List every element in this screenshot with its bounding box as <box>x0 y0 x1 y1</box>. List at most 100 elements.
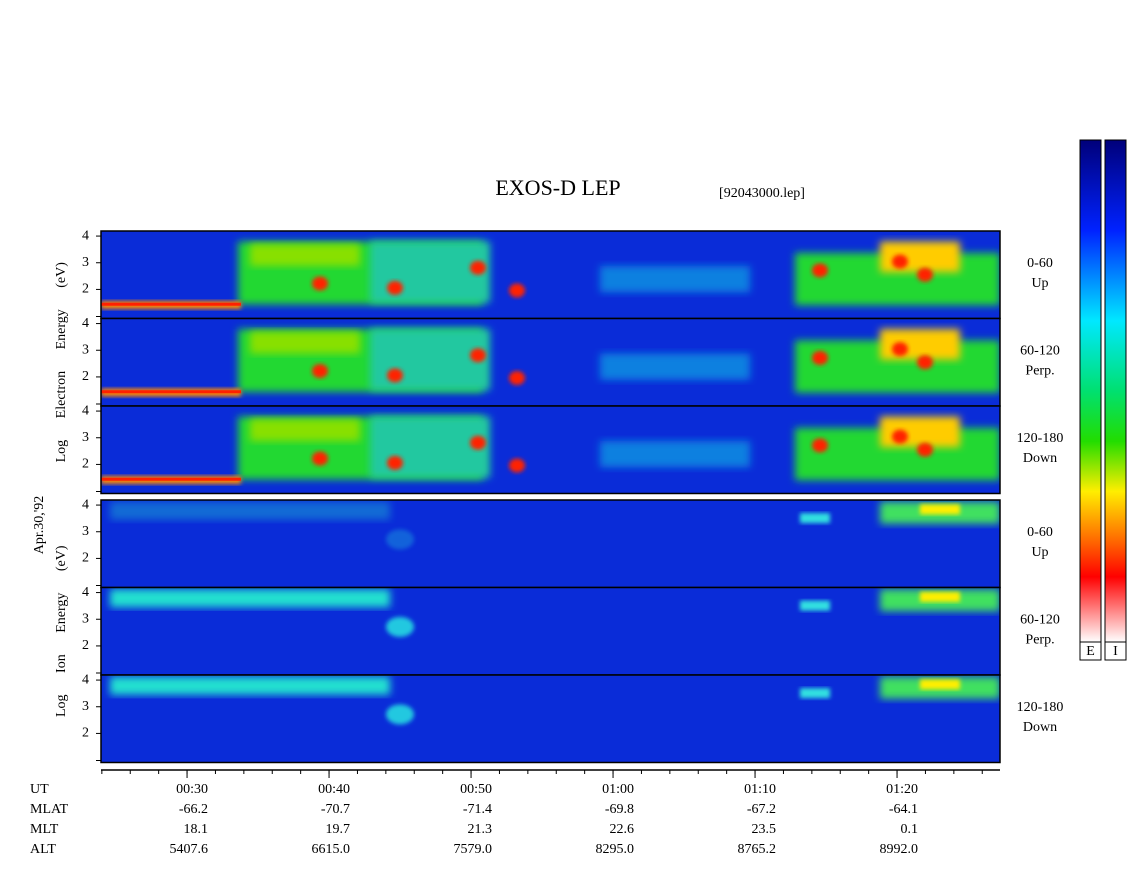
y-tick-label: 3 <box>82 611 89 626</box>
ephemeris-value: 5407.6 <box>170 842 209 857</box>
y-axis-label: Log Ion Energy (eV) <box>54 545 69 717</box>
ephemeris-label: MLT <box>30 822 59 837</box>
panel-label: Up <box>1031 276 1048 291</box>
panel-label: 0-60 <box>1027 525 1053 540</box>
y-tick-label: 2 <box>82 551 89 566</box>
y-tick-label: 2 <box>82 457 89 472</box>
spectrogram <box>101 406 1000 494</box>
spectrogram <box>101 675 1000 763</box>
spectrogram-spot <box>812 263 828 278</box>
spectrogram <box>101 231 1000 319</box>
y-tick-label: 4 <box>82 316 89 331</box>
spectrogram-blob <box>600 441 750 468</box>
spectrogram <box>101 587 1000 675</box>
spectrogram-band <box>110 589 390 608</box>
spectrogram-spot <box>470 348 486 363</box>
panel-label: Perp. <box>1025 633 1054 648</box>
spectrogram <box>101 500 1000 588</box>
y-tick-label: 3 <box>82 699 89 714</box>
ephemeris-value: 7579.0 <box>454 842 493 857</box>
spectrogram-blob <box>250 419 360 441</box>
panel-label: 60-120 <box>1020 344 1060 359</box>
ephemeris-value: -69.8 <box>605 802 634 817</box>
colorbar-box <box>1104 641 1127 661</box>
y-tick-label: 4 <box>82 403 89 418</box>
spectrogram-spot <box>892 342 908 357</box>
ephemeris-value: -67.2 <box>747 802 776 817</box>
colorbar <box>1079 139 1102 643</box>
spectrogram-spot <box>917 355 933 370</box>
spectrogram-spot <box>917 442 933 457</box>
panel-label: Down <box>1023 451 1057 466</box>
panel-label: 120-180 <box>1017 431 1064 446</box>
spectrogram-spot <box>892 429 908 444</box>
panel-frame <box>100 674 1001 764</box>
spectrogram-spot <box>386 704 414 725</box>
ephemeris-value: 23.5 <box>752 822 777 837</box>
panel-label: Down <box>1023 720 1057 735</box>
ephemeris-value: 18.1 <box>184 822 209 837</box>
spectrogram-band <box>920 591 960 602</box>
spectrogram-band <box>800 688 830 699</box>
spectrogram-band <box>800 600 830 611</box>
x-tick-label: 01:20 <box>886 782 918 797</box>
panel-label: 60-120 <box>1020 613 1060 628</box>
ephemeris-value: -71.4 <box>463 802 492 817</box>
spectrogram-line <box>101 390 241 394</box>
spectrogram-spot <box>386 616 414 637</box>
spectrogram-blob <box>880 329 960 360</box>
spectrogram-line <box>101 302 241 306</box>
ephemeris-value: -70.7 <box>321 802 350 817</box>
ephemeris-label: MLAT <box>30 802 69 817</box>
colorbars: E I <box>1079 139 1127 661</box>
ephemeris-value: 6615.0 <box>312 842 351 857</box>
panel-label: Up <box>1031 545 1048 560</box>
ephemeris-value: 8765.2 <box>738 842 777 857</box>
spectrogram-spot <box>917 267 933 282</box>
spectrogram-blob <box>880 416 960 448</box>
y-tick-label: 4 <box>82 672 89 687</box>
spectrogram-blob <box>600 266 750 293</box>
ephemeris-value: 21.3 <box>468 822 493 837</box>
spectrogram-spot <box>812 350 828 365</box>
x-tick-label: 01:10 <box>744 782 776 797</box>
spectrogram-band <box>110 501 390 520</box>
ephemeris-value: 0.1 <box>901 822 919 837</box>
spectrogram-spot <box>387 280 403 295</box>
y-tick-label: 3 <box>82 430 89 445</box>
colorbar-box <box>1079 641 1102 661</box>
spectrogram-band <box>920 504 960 515</box>
spectrogram-spot <box>312 451 328 466</box>
file-name: [92043000.lep] <box>719 186 805 201</box>
spectrogram-blob <box>600 353 750 380</box>
spectrogram-band <box>800 513 830 524</box>
spectrogram-blob <box>250 244 360 266</box>
spectrogram-spot <box>892 254 908 269</box>
ephemeris-value: -66.2 <box>179 802 208 817</box>
x-tick-label: 01:00 <box>602 782 634 797</box>
spectrogram-spot <box>509 458 525 473</box>
spectrogram-line <box>101 477 241 481</box>
spectrogram-spot <box>470 260 486 275</box>
panel-label: 120-180 <box>1017 700 1064 715</box>
y-tick-label: 2 <box>82 369 89 384</box>
y-tick-label: 3 <box>82 524 89 539</box>
spectrogram-band <box>110 676 390 695</box>
y-tick-label: 3 <box>82 342 89 357</box>
y-tick-label: 2 <box>82 726 89 741</box>
y-tick-label: 3 <box>82 255 89 270</box>
x-tick-label: 00:50 <box>460 782 492 797</box>
ephemeris-label: ALT <box>30 842 56 857</box>
ephemeris-value: 8295.0 <box>596 842 635 857</box>
spectrogram <box>101 318 1000 406</box>
chart-title: EXOS-D LEP <box>495 175 620 200</box>
spectrogram-blob <box>880 241 960 273</box>
spectrogram-spot <box>509 371 525 385</box>
spectrogram-spot <box>812 438 828 453</box>
ephemeris-value: 19.7 <box>326 822 351 837</box>
y-tick-label: 2 <box>82 638 89 653</box>
ephemeris-label: UT <box>30 782 49 797</box>
x-tick-label: 00:30 <box>176 782 208 797</box>
y-tick-label: 4 <box>82 585 89 600</box>
